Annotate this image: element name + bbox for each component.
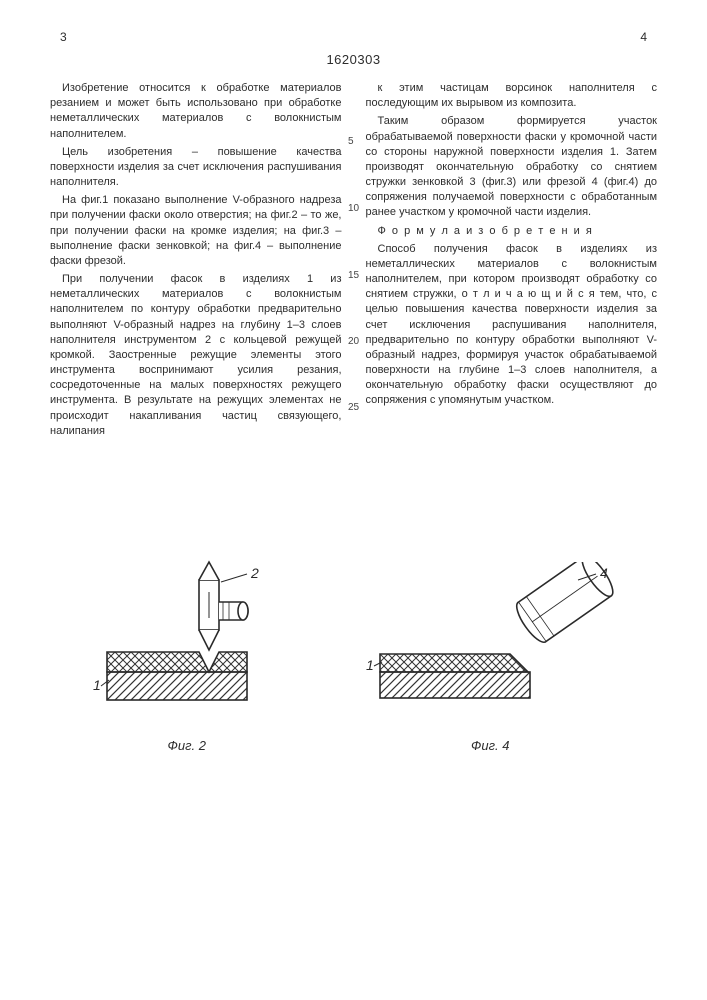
para: к этим частицам ворсинок наполнителя с п… (366, 81, 658, 111)
para: На фиг.1 показано выполнение V-образного… (50, 193, 342, 269)
line-num: 10 (348, 202, 359, 216)
line-num: 25 (348, 401, 359, 415)
line-numbers: 5 10 15 20 25 (348, 81, 359, 415)
para: Таким образом формируется участок обраба… (366, 114, 658, 220)
para: Способ получения фасок в изделиях из нем… (366, 242, 658, 409)
left-column: Изобретение относится к обработке матери… (50, 81, 342, 442)
formula-title: Ф о р м у л а и з о б р е т е н и я (366, 224, 658, 239)
fig4-label-4: 4 (600, 565, 608, 581)
fig4-label-1: 1 (366, 657, 374, 673)
figure-2-caption: Фиг. 2 (168, 738, 206, 753)
line-num: 15 (348, 269, 359, 283)
para: При получении фасок в изделиях 1 из неме… (50, 272, 342, 439)
para: Цель изобретения – повышение качества по… (50, 145, 342, 191)
right-column: к этим частицам ворсинок наполнителя с п… (366, 81, 658, 442)
fig2-label-2: 2 (250, 565, 259, 581)
line-num: 20 (348, 335, 359, 349)
line-num: 5 (348, 135, 359, 149)
document-number: 1620303 (50, 52, 657, 67)
text-columns: Изобретение относится к обработке матери… (50, 81, 657, 442)
para: Изобретение относится к обработке матери… (50, 81, 342, 142)
figures-row: 2 1 Фиг. 2 (50, 552, 657, 753)
page-header: 3 4 (50, 30, 657, 44)
figure-4-caption: Фиг. 4 (471, 738, 509, 753)
patent-page: 3 4 1620303 Изобретение относится к обра… (0, 0, 707, 783)
fig2-label-1: 1 (93, 677, 101, 693)
figure-4: 1 4 Фиг. 4 (360, 562, 620, 753)
page-num-right: 4 (640, 30, 647, 44)
page-num-left: 3 (60, 30, 67, 44)
figure-2: 2 1 Фиг. 2 (87, 552, 287, 753)
figure-4-svg: 1 4 (360, 562, 620, 732)
figure-2-svg: 2 1 (87, 552, 287, 732)
